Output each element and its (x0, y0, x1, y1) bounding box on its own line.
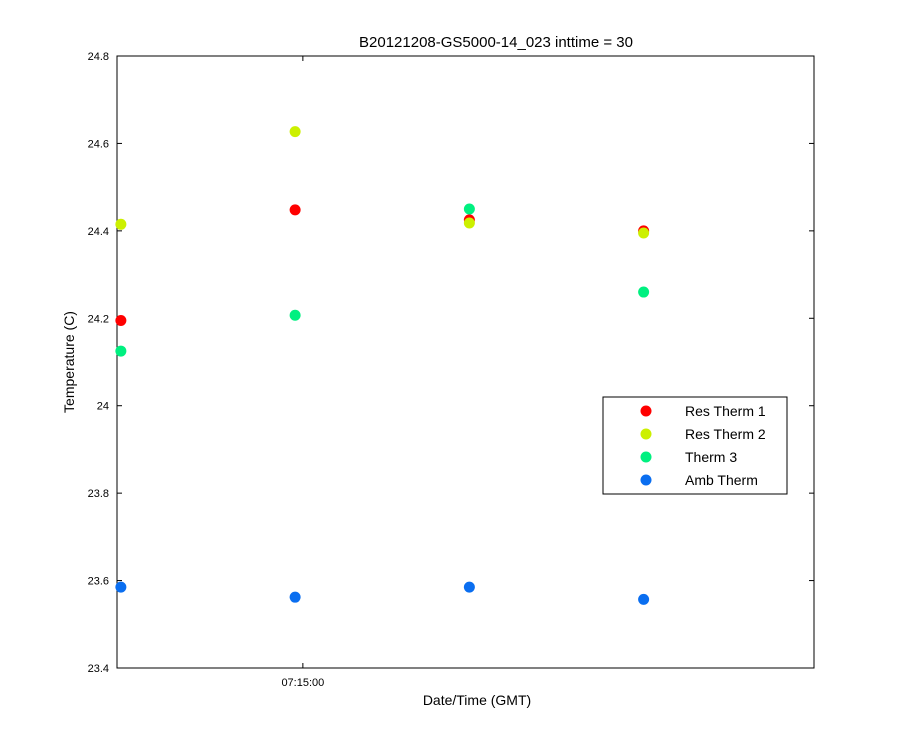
x-axis-label: Date/Time (GMT) (423, 692, 531, 708)
y-tick-label: 23.6 (88, 576, 109, 588)
plot-area (116, 55, 815, 669)
legend: Res Therm 1 Res Therm 2 Therm 3 Amb Therm (602, 396, 788, 495)
y-tick-label: 24.6 (88, 138, 109, 150)
legend-marker (640, 428, 652, 440)
x-axis: 07:15:00 (281, 56, 324, 689)
legend-label: Res Therm 1 (685, 403, 766, 419)
point-series-4 (638, 593, 650, 605)
y-tick-label: 24.8 (88, 51, 109, 63)
point-series-3 (638, 286, 650, 298)
legend-marker (640, 474, 652, 486)
y-tick-label: 24.4 (88, 226, 109, 238)
point-series-1 (289, 204, 301, 216)
legend-label: Therm 3 (685, 449, 737, 465)
y-tick-label: 23.4 (88, 663, 109, 675)
y-axis: 23.4 23.6 23.8 24 24.2 24.4 24.6 24.8 (88, 51, 814, 675)
legend-label: Amb Therm (685, 472, 758, 488)
legend-label: Res Therm 2 (685, 426, 766, 442)
point-series-2 (463, 217, 475, 229)
y-axis-label: Temperature (C) (61, 311, 77, 413)
point-series-4 (289, 591, 301, 603)
y-tick-label: 23.8 (88, 488, 109, 500)
data-points (115, 126, 650, 605)
point-series-2 (638, 227, 650, 239)
legend-marker (640, 405, 652, 417)
point-series-4 (115, 581, 127, 593)
point-series-4 (463, 581, 475, 593)
y-tick-label: 24 (97, 401, 109, 413)
point-series-2 (289, 126, 301, 138)
point-series-2 (115, 218, 127, 230)
x-tick-label: 07:15:00 (281, 677, 324, 689)
point-series-3 (115, 345, 127, 357)
point-series-3 (463, 203, 475, 215)
point-series-1 (115, 314, 127, 326)
legend-box (602, 396, 788, 495)
point-series-3 (289, 309, 301, 321)
legend-marker (640, 451, 652, 463)
y-tick-label: 24.2 (88, 313, 109, 325)
chart-title: B20121208-GS5000-14_023 inttime = 30 (359, 34, 633, 51)
